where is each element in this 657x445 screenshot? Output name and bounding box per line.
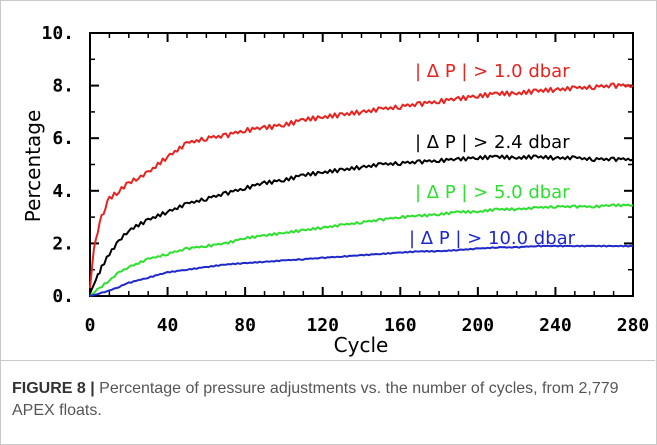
figure-caption-text: Percentage of pressure adjustments vs. t… [12, 380, 619, 419]
series-line [89, 203, 634, 297]
x-tick-label: 40 [157, 315, 179, 336]
x-tick-label: 0 [85, 315, 96, 336]
series-layer [89, 82, 634, 297]
y-tick-label: 2. [52, 233, 74, 254]
axes-layer [89, 32, 634, 297]
series-label: | Δ P | > 10.0 dbar [409, 228, 576, 249]
y-tick-label: 4. [52, 181, 74, 202]
series-label: | Δ P | > 5.0 dbar [415, 182, 570, 203]
y-tick-label: 10. [41, 23, 74, 44]
x-tick-label: 160 [384, 315, 417, 336]
figure-caption-label: FIGURE 8 | [12, 380, 95, 397]
y-axis-label: Percentage [21, 110, 45, 223]
series-line [89, 244, 634, 297]
y-tick-label: 6. [52, 128, 74, 149]
series-label: | Δ P | > 1.0 dbar [415, 61, 570, 82]
series-line [89, 154, 634, 294]
line-chart: 0 40 80 120 160 200 240 280 0. 2. 4. 6. 8. 10. | Δ P |… [21, 23, 649, 357]
x-tick-label: 240 [539, 315, 572, 336]
figure-caption: FIGURE 8 | Percentage of pressure adjust… [12, 378, 642, 422]
y-tick-label: 8. [52, 76, 74, 97]
x-tick-label: 120 [306, 315, 339, 336]
y-tick-label: 0. [52, 286, 74, 307]
x-tick-label: 80 [234, 315, 256, 336]
series-line [89, 82, 634, 289]
x-tick-label: 200 [462, 315, 495, 336]
x-tick-label: 280 [617, 315, 650, 336]
caption-divider [0, 360, 655, 361]
labels-layer: 0 40 80 120 160 200 240 280 0. 2. 4. 6. 8. 10. | Δ P |… [41, 23, 649, 336]
series-label: | Δ P | > 2.4 dbar [415, 132, 570, 153]
x-axis-label: Cycle [334, 333, 389, 357]
